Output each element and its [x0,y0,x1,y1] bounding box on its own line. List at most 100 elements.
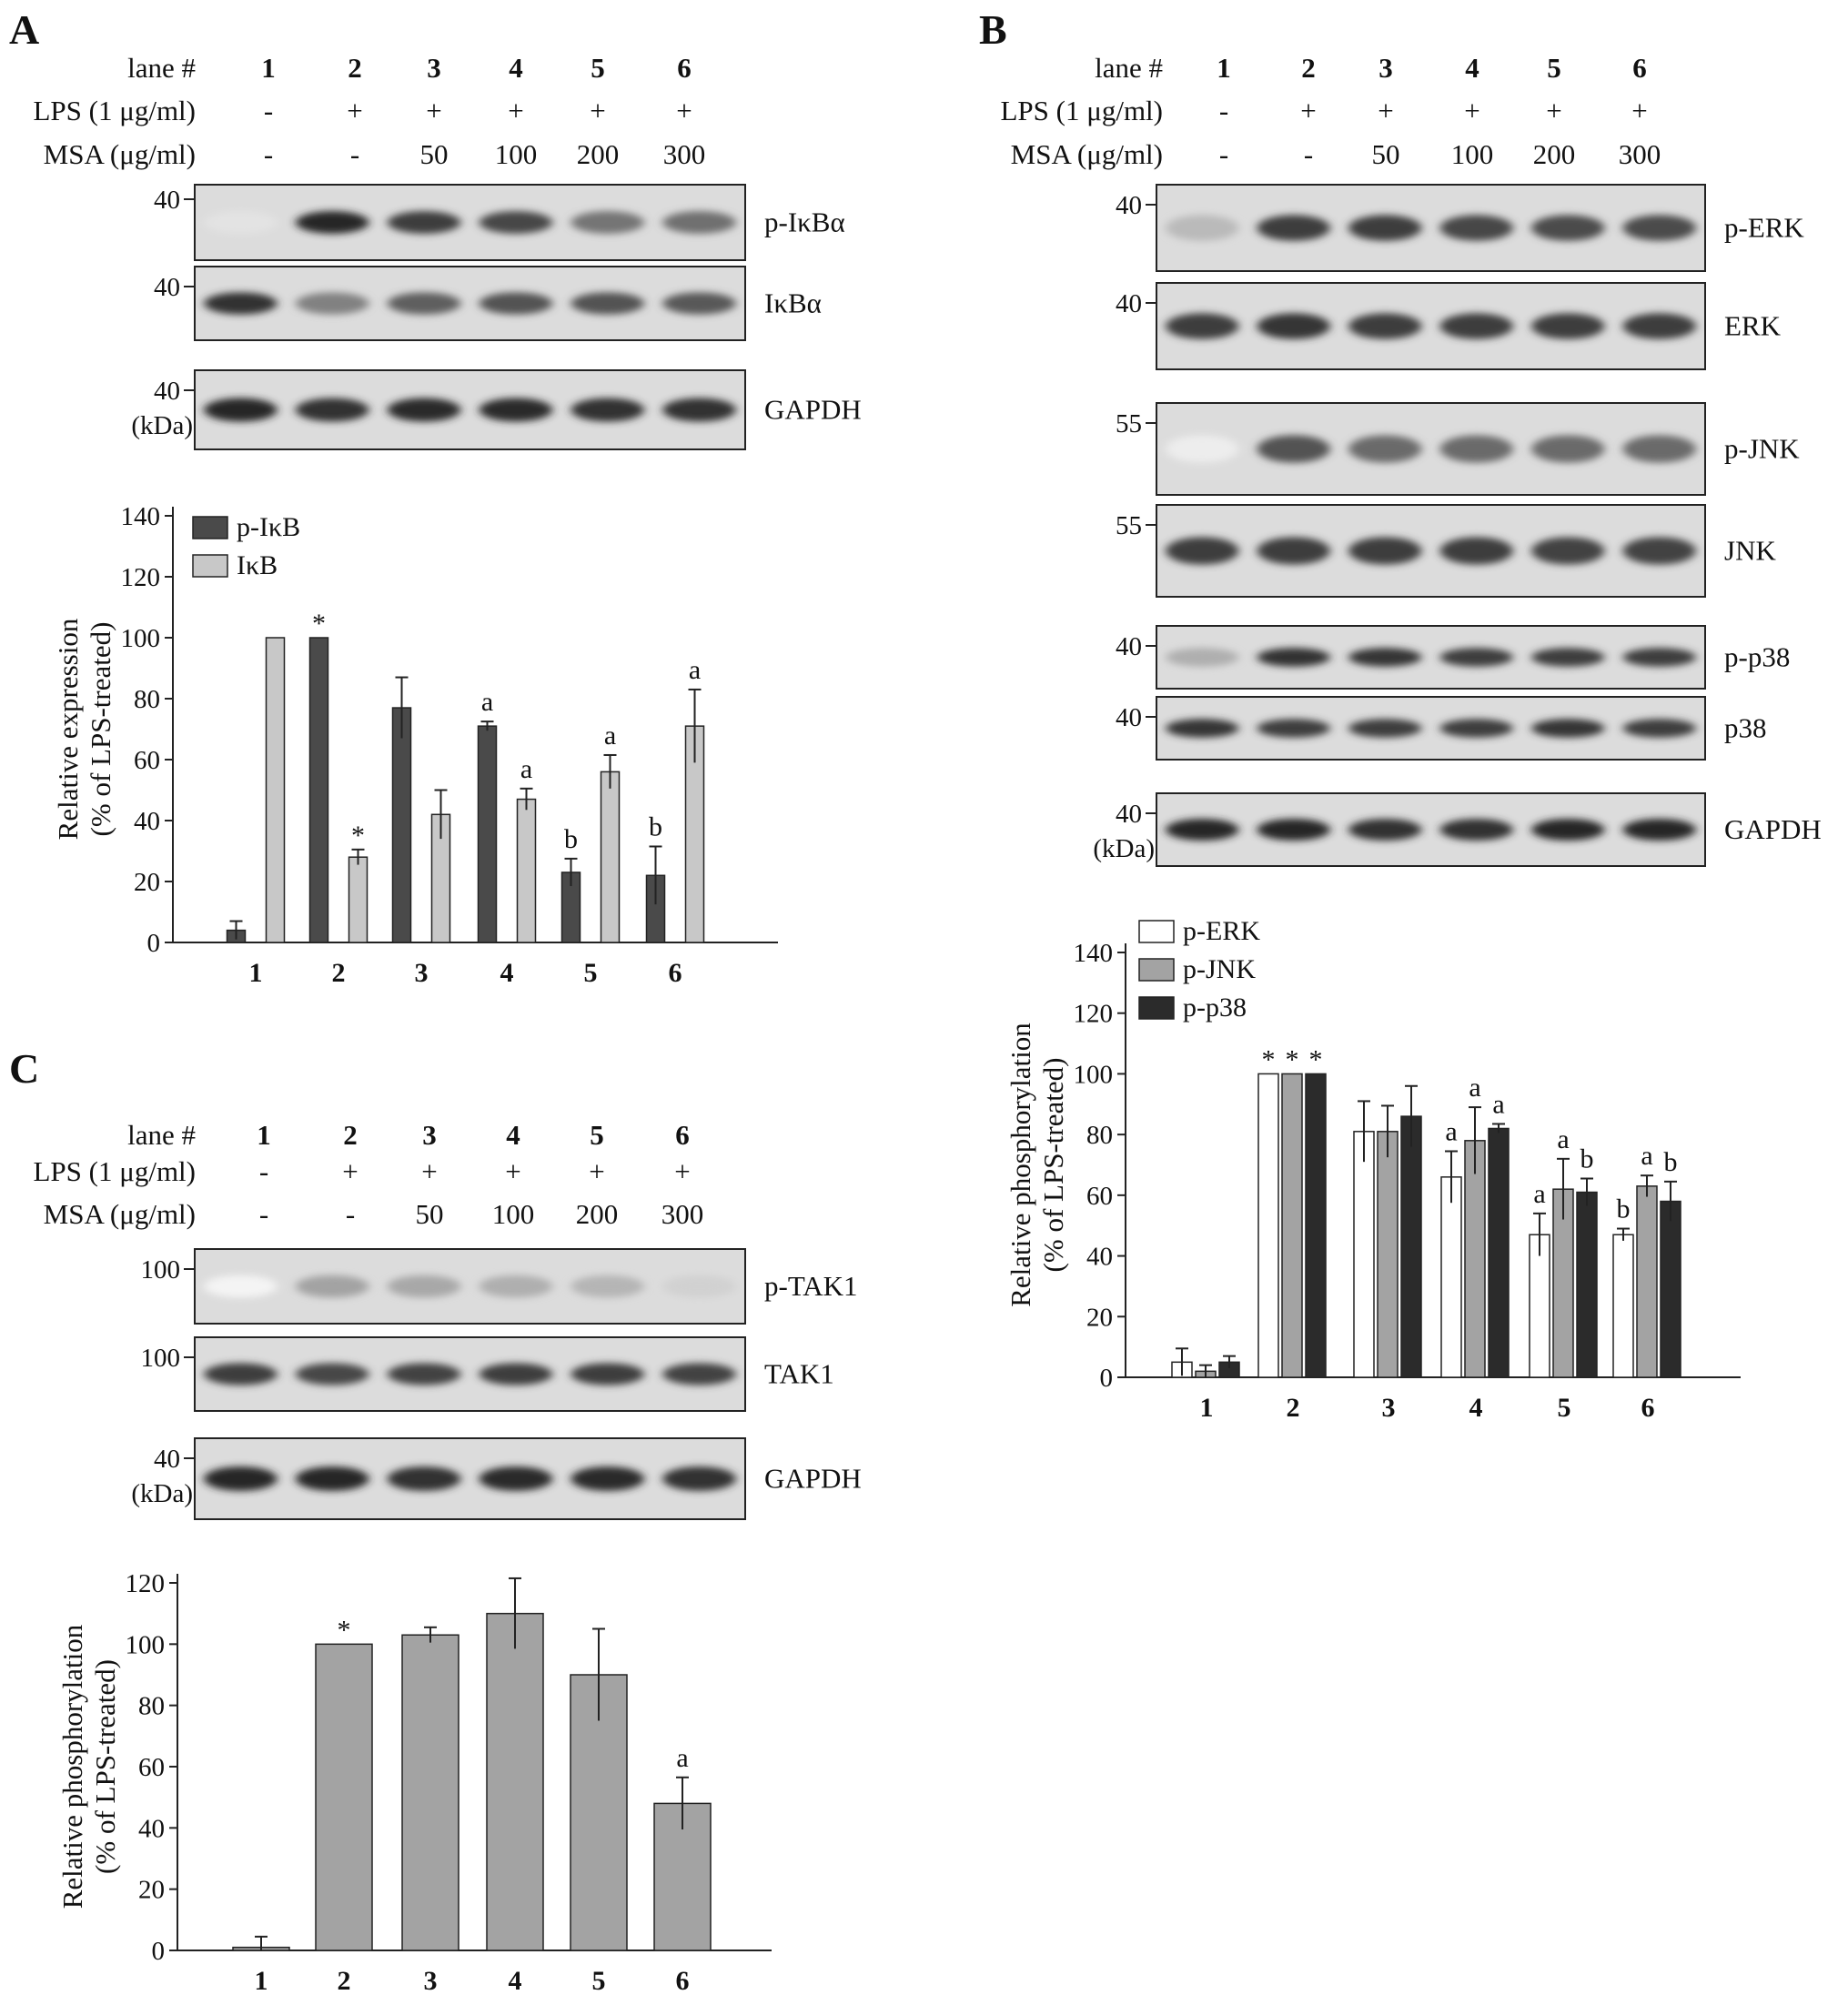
blot-GAPDH: 40 (kDa) GAPDH [131,1437,862,1520]
significance-label: * [1262,1044,1276,1074]
mw-unit: (kDa) [131,411,193,440]
legend-swatch [192,554,228,578]
blot-frame [1156,282,1706,370]
legend-label: p-p38 [1183,992,1247,1023]
band [1439,313,1513,339]
band [1439,537,1513,565]
band [204,292,278,315]
lps-label: LPS (1 μg/ml) [1000,95,1163,126]
band [571,292,645,315]
blot-JNK: 55 JNK [1116,504,1776,598]
lps-sign: + [505,1155,520,1187]
legend-label: p-ERK [1183,916,1260,946]
band [1257,215,1330,241]
msa-dose: 200 [1533,138,1576,170]
y-tick-label: 80 [1086,1121,1113,1150]
bar [1636,1185,1658,1378]
band [1531,537,1605,565]
panel-letter: C [9,1045,39,1092]
mw-unit: (kDa) [1093,834,1155,863]
lane-number: 5 [1547,52,1561,84]
lane-number: 4 [506,1119,520,1151]
bar [1576,1191,1598,1378]
lane-number: 1 [261,52,276,84]
lane-number: 6 [675,1119,690,1151]
x-tick-label: 6 [1641,1393,1655,1423]
mw-marker: 100 [141,1255,181,1285]
band [479,211,553,234]
x-tick-label: 3 [415,958,429,988]
lps-sign: - [264,95,273,126]
blot-p-p38: 40 p-p38 [1116,625,1790,690]
blot-label: GAPDH [764,1463,862,1495]
band [662,1466,736,1491]
panel-letter: B [979,6,1007,53]
significance-label: a [1445,1116,1457,1146]
y-tick-label: 60 [1086,1182,1113,1211]
blot-TAK1: 100 TAK1 [141,1336,834,1412]
y-tick-label: 20 [1086,1303,1113,1332]
band [1166,435,1239,463]
lps-sign: + [590,95,605,126]
significance-label: * [338,1615,351,1645]
blot-label: ERK [1724,310,1782,342]
y-tick-label: 20 [134,868,160,897]
legend-swatch [1138,996,1175,1020]
x-tick-label: 5 [1558,1393,1571,1423]
band [662,1275,736,1298]
msa-dose: - [259,1198,268,1230]
lane-number: 4 [509,52,523,84]
band [1166,819,1239,841]
mw-marker: 40 [1116,800,1142,829]
y-tick-label: 60 [138,1753,165,1782]
band [295,292,369,315]
y-tick-label: 0 [147,929,161,958]
y-tick-label: 0 [152,1937,166,1966]
y-tick-label: 0 [1100,1364,1114,1393]
blot-frame [1156,625,1706,690]
bar [1281,1073,1303,1378]
blot-p-JNK: 55 p-JNK [1116,402,1800,496]
msa-dose: 300 [661,1198,704,1230]
mw-marker: 40 [154,273,180,302]
lps-sign: + [342,1155,358,1187]
blot-label: p-ERK [1724,212,1804,244]
msa-dose: 50 [420,138,449,170]
band [1257,648,1330,667]
panel-letter: A [9,6,39,53]
bar [486,1612,544,1951]
lane-number: 6 [677,52,692,84]
blot-p-IκBα: 40 p-IκBα [154,184,845,261]
blot-label: JNK [1724,535,1776,567]
bar [1488,1127,1510,1378]
msa-dose: 200 [577,138,620,170]
blot-frame [194,1437,746,1520]
significance-label: b [1617,1194,1631,1224]
y-axis-label: Relative phosphorylation [56,1624,88,1909]
band [662,292,736,315]
blot-GAPDH: 40 (kDa) GAPDH [1093,792,1822,867]
blot-label: p38 [1724,712,1767,744]
chart-A: 0 20 40 60 80 100 120 140 Relative expression (% … [52,502,778,988]
blot-frame [194,1248,746,1325]
x-tick-label: 1 [255,1966,268,1996]
y-tick-label: 80 [138,1692,165,1721]
bar [265,637,286,943]
x-tick-label: 6 [669,958,682,988]
band [571,211,645,234]
bar [1377,1131,1399,1378]
lane-label: lane # [1095,52,1163,84]
bar [308,637,329,943]
lps-sign: - [259,1155,268,1187]
blot-frame [1156,504,1706,598]
significance-label: a [676,1743,688,1773]
bar [315,1643,373,1951]
band [1348,719,1422,738]
band [571,1275,645,1298]
significance-label: * [1309,1044,1323,1074]
mw-marker: 40 [1116,289,1142,318]
lps-label: LPS (1 μg/ml) [33,95,196,126]
band [1348,313,1422,339]
mw-marker: 40 [154,1445,180,1474]
msa-dose: 50 [1372,138,1400,170]
